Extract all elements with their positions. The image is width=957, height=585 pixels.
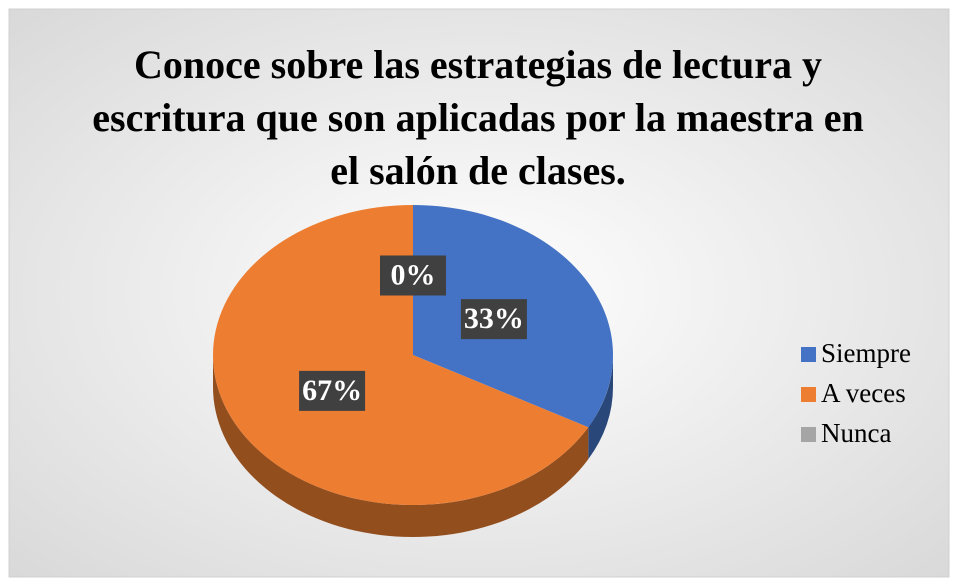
legend: Siempre A veces Nunca	[801, 338, 911, 448]
pie-slice-side	[588, 355, 613, 460]
pie	[213, 204, 614, 537]
pie-slice-side	[213, 355, 589, 537]
data-label: 67%	[302, 374, 362, 407]
legend-label: A veces	[821, 378, 906, 408]
data-label-box	[460, 299, 527, 340]
legend-label: Nunca	[821, 418, 891, 448]
legend-swatch	[801, 347, 816, 362]
data-label-box	[299, 370, 366, 411]
data-labels: 33% 67% 0%	[299, 255, 527, 411]
legend-swatch	[801, 387, 816, 402]
chart-title: Conoce sobre las estrategias de lectura …	[92, 42, 864, 193]
pie-slice	[213, 204, 589, 505]
legend-label: Siempre	[821, 338, 911, 368]
data-label-box	[380, 255, 446, 296]
data-label: 33%	[464, 302, 524, 335]
legend-swatch	[801, 427, 816, 442]
data-label: 0%	[391, 258, 436, 291]
